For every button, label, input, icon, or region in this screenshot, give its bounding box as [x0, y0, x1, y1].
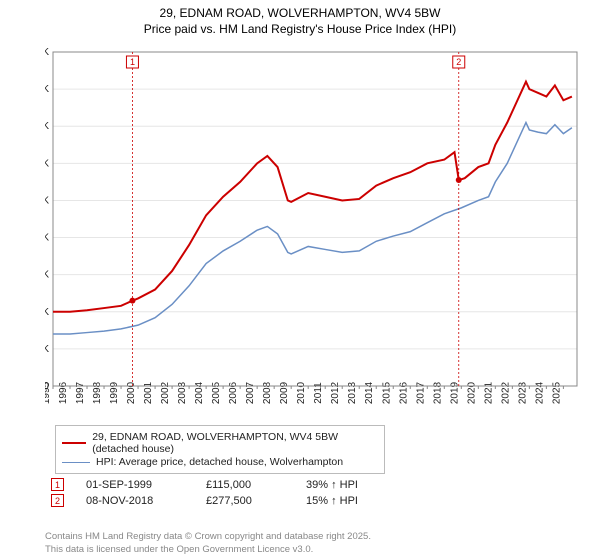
- svg-text:£400K: £400K: [45, 84, 49, 95]
- sale-marker-id: 1: [55, 480, 60, 490]
- svg-text:2000: 2000: [126, 381, 137, 404]
- svg-text:2007: 2007: [245, 381, 256, 404]
- sale-pct: 39% ↑ HPI: [306, 479, 406, 491]
- svg-text:1: 1: [130, 57, 135, 67]
- svg-text:2023: 2023: [517, 381, 528, 404]
- sale-marker-box: 1: [51, 478, 64, 491]
- sale-table: 1 01-SEP-1999 £115,000 39% ↑ HPI 2 08-NO…: [45, 475, 585, 510]
- svg-text:2014: 2014: [364, 381, 375, 404]
- chart-plot-area: £0£50K£100K£150K£200K£250K£300K£350K£400…: [45, 46, 585, 416]
- sale-date: 01-SEP-1999: [86, 479, 206, 491]
- footer-line2: This data is licensed under the Open Gov…: [45, 544, 371, 556]
- svg-text:1998: 1998: [92, 381, 103, 404]
- chart-title-block: 29, EDNAM ROAD, WOLVERHAMPTON, WV4 5BW P…: [0, 0, 600, 37]
- svg-text:2022: 2022: [500, 381, 511, 404]
- sale-marker-box: 2: [51, 494, 64, 507]
- chart-footer: Contains HM Land Registry data © Crown c…: [45, 531, 371, 556]
- svg-text:1999: 1999: [109, 381, 120, 404]
- svg-text:2005: 2005: [211, 381, 222, 404]
- legend-item: 29, EDNAM ROAD, WOLVERHAMPTON, WV4 5BW (…: [62, 431, 378, 455]
- legend-label: 29, EDNAM ROAD, WOLVERHAMPTON, WV4 5BW (…: [92, 431, 378, 455]
- svg-text:2003: 2003: [177, 381, 188, 404]
- svg-text:2016: 2016: [398, 381, 409, 404]
- legend-swatch: [62, 462, 90, 463]
- sale-marker-id: 2: [55, 496, 60, 506]
- svg-text:2020: 2020: [466, 381, 477, 404]
- svg-text:2011: 2011: [313, 382, 324, 404]
- svg-text:2012: 2012: [330, 381, 341, 404]
- legend-swatch: [62, 442, 86, 444]
- svg-text:2017: 2017: [415, 381, 426, 404]
- svg-text:£150K: £150K: [45, 270, 49, 281]
- chart-subtitle: Price paid vs. HM Land Registry's House …: [0, 22, 600, 38]
- svg-text:2025: 2025: [551, 381, 562, 404]
- footer-line1: Contains HM Land Registry data © Crown c…: [45, 531, 371, 543]
- legend-item: HPI: Average price, detached house, Wolv…: [62, 456, 378, 468]
- svg-text:2010: 2010: [296, 381, 307, 404]
- svg-text:2024: 2024: [534, 381, 545, 404]
- sale-date: 08-NOV-2018: [86, 495, 206, 507]
- svg-text:2013: 2013: [347, 381, 358, 404]
- svg-text:2002: 2002: [160, 381, 171, 404]
- svg-text:2001: 2001: [143, 381, 154, 404]
- sale-row: 2 08-NOV-2018 £277,500 15% ↑ HPI: [45, 494, 585, 507]
- svg-text:1997: 1997: [75, 381, 86, 404]
- svg-text:1996: 1996: [58, 381, 69, 404]
- sale-price: £277,500: [206, 495, 306, 507]
- svg-text:2018: 2018: [432, 381, 443, 404]
- svg-text:2004: 2004: [194, 381, 205, 404]
- svg-text:£200K: £200K: [45, 233, 49, 244]
- svg-text:2008: 2008: [262, 381, 273, 404]
- svg-text:£300K: £300K: [45, 158, 49, 169]
- svg-text:2009: 2009: [279, 381, 290, 404]
- svg-text:2006: 2006: [228, 381, 239, 404]
- chart-address: 29, EDNAM ROAD, WOLVERHAMPTON, WV4 5BW: [0, 6, 600, 22]
- svg-text:2015: 2015: [381, 381, 392, 404]
- svg-text:1995: 1995: [45, 381, 52, 404]
- chart-legend: 29, EDNAM ROAD, WOLVERHAMPTON, WV4 5BW (…: [55, 425, 385, 474]
- svg-text:£450K: £450K: [45, 47, 49, 58]
- legend-label: HPI: Average price, detached house, Wolv…: [96, 456, 343, 468]
- svg-text:£250K: £250K: [45, 195, 49, 206]
- svg-text:£350K: £350K: [45, 121, 49, 132]
- sale-row: 1 01-SEP-1999 £115,000 39% ↑ HPI: [45, 478, 585, 491]
- svg-text:2021: 2021: [483, 381, 494, 404]
- svg-text:£100K: £100K: [45, 307, 49, 318]
- svg-text:2: 2: [456, 57, 461, 67]
- sale-price: £115,000: [206, 479, 306, 491]
- sale-pct: 15% ↑ HPI: [306, 495, 406, 507]
- svg-text:£50K: £50K: [45, 344, 49, 355]
- chart-svg: £0£50K£100K£150K£200K£250K£300K£350K£400…: [45, 46, 585, 416]
